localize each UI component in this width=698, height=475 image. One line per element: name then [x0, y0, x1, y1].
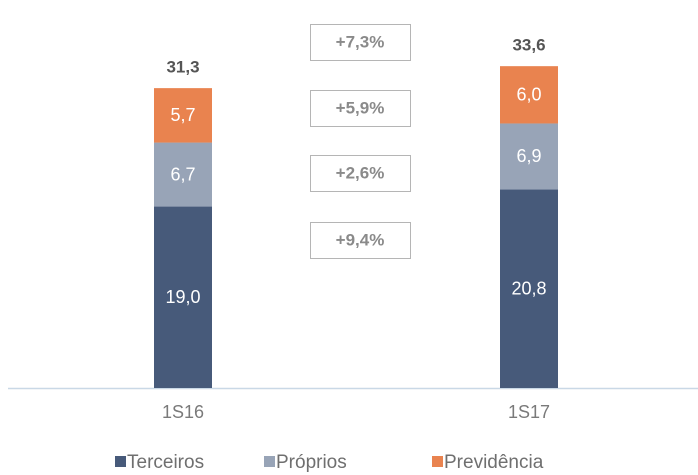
annotation: +7,3% — [336, 32, 385, 51]
annotation: +9,4% — [336, 230, 385, 249]
bar-segment — [154, 206, 212, 388]
bar-segment — [500, 66, 558, 124]
legend-label: Terceiros — [127, 452, 204, 473]
segment-label: 19,0 — [165, 287, 200, 307]
legend-swatch — [264, 456, 275, 467]
legend-label: Previdência — [444, 452, 544, 473]
total-label: 33,6 — [512, 36, 545, 55]
category-label: 1S17 — [508, 402, 550, 422]
annotation-box — [310, 24, 411, 61]
segment-label: 6,7 — [170, 164, 195, 184]
annotation-box — [310, 90, 411, 127]
annotation-box — [310, 155, 411, 192]
bar-segment — [500, 189, 558, 388]
segment-label: 6,0 — [516, 85, 541, 105]
bar-segment — [500, 123, 558, 190]
bar-segment — [154, 88, 212, 143]
annotation: +2,6% — [336, 163, 385, 182]
total-label: 31,3 — [166, 58, 199, 77]
annotation: +5,9% — [336, 98, 385, 117]
segment-label: 5,7 — [170, 105, 195, 125]
category-label: 1S16 — [162, 402, 204, 422]
legend-swatch — [115, 456, 126, 467]
segment-label: 6,9 — [516, 146, 541, 166]
segment-label: 20,8 — [511, 278, 546, 298]
bar-segment — [154, 142, 212, 207]
annotation-box — [310, 222, 411, 259]
legend-label: Próprios — [276, 452, 347, 473]
legend-swatch — [432, 456, 443, 467]
